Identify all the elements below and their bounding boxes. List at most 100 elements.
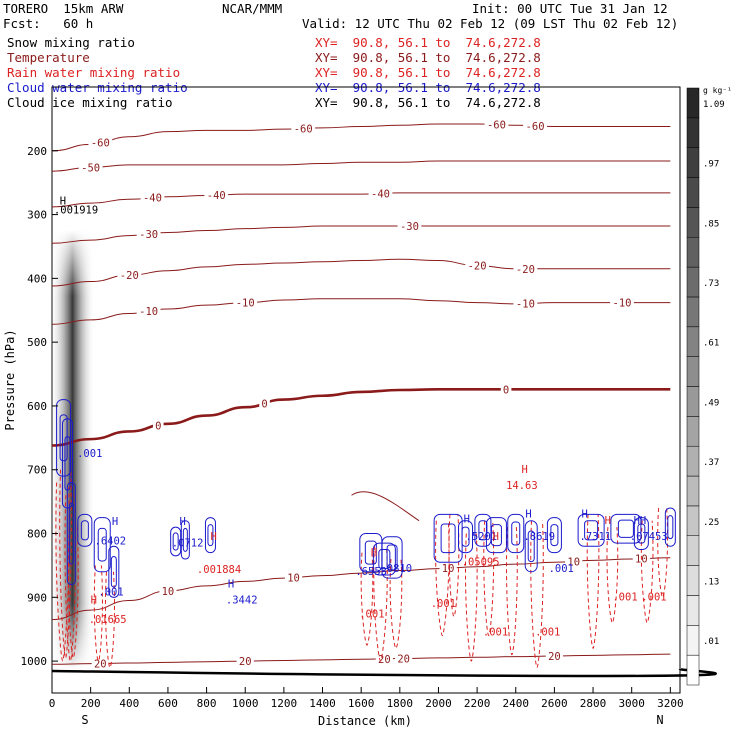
cloud-contour-inner [207,524,214,547]
isotherm-label-bg [88,137,113,148]
south-label: S [81,713,88,727]
model-name: TORERO 15km ARW [3,1,124,16]
contour-annotation: .0810 [380,563,412,575]
rain-contour [389,559,403,649]
cloud-contour [66,481,76,586]
isotherm-label: 10 [162,586,175,598]
x-axis: 0 200 400 600 800 1000 1200 1400 1600 1800 2000 220… [49,687,684,710]
contour-annotation: H [228,579,234,591]
y-tick-label: 200 [27,145,47,158]
cloud-contour [56,399,72,477]
cloud-contour-inner [490,524,502,547]
colorbar-tick-label: .73 [703,279,719,289]
contour-annotation: H [605,515,611,527]
isotherm-label: 20 [548,651,561,663]
isotherm-label-bg [91,658,109,669]
cloud-contour [381,536,403,579]
colorbar-swatch [686,505,700,536]
isotherm-line [51,653,671,665]
rain-contour [59,469,72,659]
isotherm-line [51,160,671,172]
cloud-contour-inner [550,524,559,547]
contour-annotation: H [581,509,587,521]
colorbar-tick-label: .49 [703,398,719,408]
contour-annotation: .001 [431,598,456,610]
isotherm-label-bg [136,229,161,240]
y-tick-label: 600 [27,400,47,413]
x-tick-label: 3000 [618,697,645,710]
y-tick-label: 900 [27,591,47,604]
contour-annotation: .001 [98,586,123,598]
isotherm-label-bg [140,192,165,203]
isotherm-label: -60 [91,137,110,149]
isotherm-label: 0 [155,421,161,433]
x-tick-label: 800 [197,697,217,710]
valid-time: Valid: 12 UTC Thu 02 Feb 12 (09 LST Thu … [302,16,679,31]
colorbar-tick-label: .61 [703,339,719,349]
cloud-contour-inner [59,414,68,462]
x-axis-label: Distance (km) [318,714,412,728]
isotherm-label: 20 [378,654,391,666]
contour-annotation: H [525,509,531,521]
rain-contour [465,533,478,662]
isotherm-label-bg [523,120,547,131]
contour-annotation: H [91,595,97,607]
colorbar-swatch [686,87,700,119]
x-tick-label: 200 [81,697,101,710]
contour-annotation: .5201 [466,531,498,543]
contour-annotation: .3442 [226,595,258,607]
colorbar-swatch [686,147,700,178]
colorbar-swatch [686,445,700,477]
cloud-contour-inner [97,527,107,562]
field-label-rain: Rain water mixing ratio [7,65,181,80]
cloud-contour-inner [617,519,634,538]
rain-contour [657,507,669,598]
contour-annotation: .001884 [197,564,241,576]
cloud-contour [170,526,182,557]
colorbar-swatch [686,416,700,447]
contour-annotation: H [210,531,216,543]
cloud-contour [610,513,642,544]
colorbar-tick-label: .37 [703,458,719,468]
contour-annotation: .001 [641,592,666,604]
contour-annotation: .001 [77,448,102,460]
cloud-contour [204,517,216,554]
rain-contour [435,520,450,637]
rain-contour [64,495,77,662]
contour-annotation: .6402 [95,535,127,547]
colorbar-swatch [686,326,700,357]
isotherm-label-bg [375,653,393,664]
cloud-contour-inner [461,526,470,547]
isotherm-label-bg [565,556,583,567]
isotherm-label: -30 [400,221,419,233]
x-tick-label: 1200 [271,697,298,710]
cloud-contour-inner [511,521,521,546]
rain-contour [93,565,103,662]
contour-annotation: H [371,547,377,559]
rain-contour [360,552,374,646]
cloud-contour [180,520,190,560]
rain-contour [104,571,115,668]
cloud-contour-inner [110,555,117,588]
y-tick-label: 800 [27,528,47,541]
cloud-contour [664,507,676,547]
cloud-contour [93,517,111,573]
isotherm-label-bg [545,651,563,662]
isotherm-label-bg [513,263,538,274]
contour-annotation: .05095 [462,556,500,568]
contour-annotation: .001 [535,627,560,639]
x-tick-label: 1600 [348,697,375,710]
rain-contour [640,520,654,624]
y-tick-label: 400 [27,272,47,285]
cloud-contour-inner [386,544,398,571]
colorbar: .01 .13 .25 .37 .49 .61 .73 .85 .97 1.09 [686,87,725,686]
contour-annotation: .001 [612,592,637,604]
colorbar-swatch [686,266,700,298]
isotherm-label: -40 [371,189,390,201]
contour-annotation: H [180,516,186,528]
cloud-contour [474,513,492,547]
isotherm-label-bg [465,260,490,271]
contour-annotation: .6553 [355,566,387,578]
temperature-isotherms: -60 -60 -60 -60 -50 -40 -40 -40 -30 -30 -20 -20 -20 -… [51,119,671,670]
x-tick-label: 3200 [657,697,684,710]
